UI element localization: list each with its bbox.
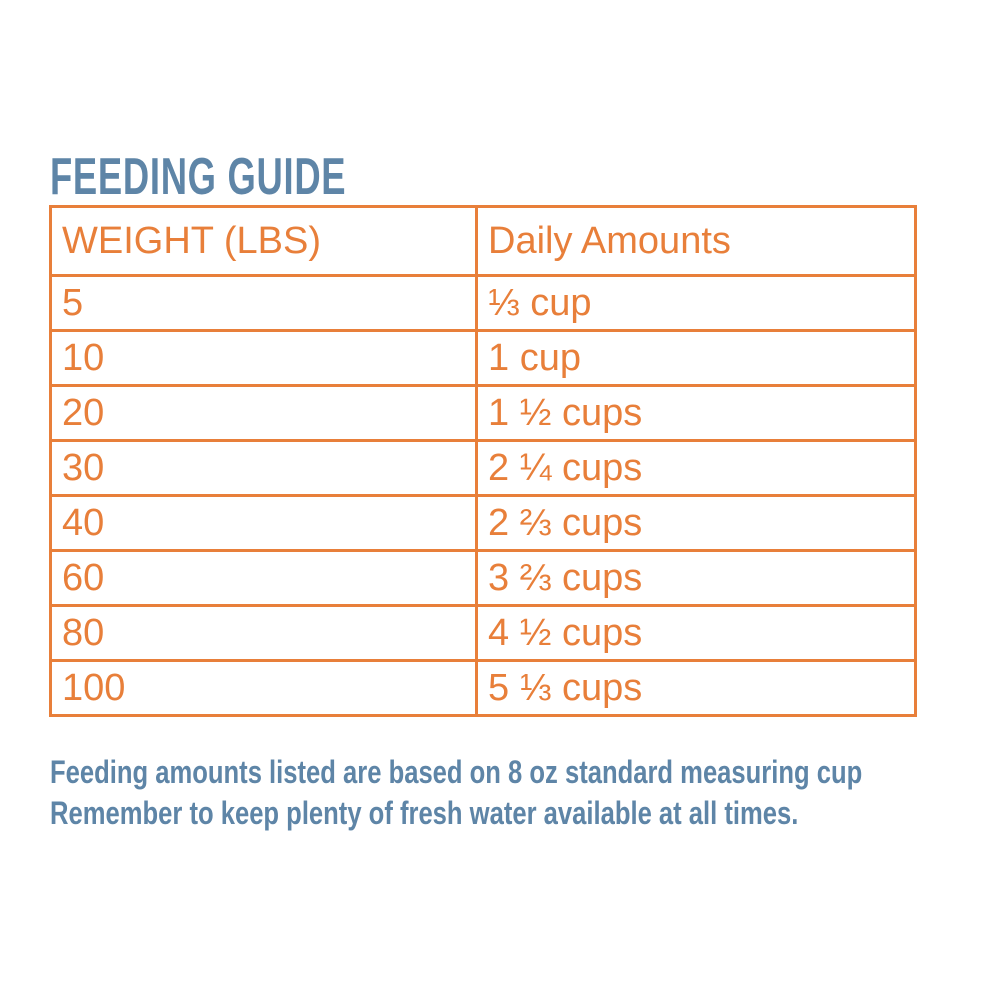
amount-cell: 5 ⅓ cups (478, 659, 914, 714)
amount-cell: 4 ½ cups (478, 604, 914, 659)
page-title: FEEDING GUIDE (50, 151, 473, 203)
note-line-1: Feeding amounts listed are based on 8 oz… (50, 754, 863, 790)
note-line-2: Remember to keep plenty of fresh water a… (50, 795, 799, 831)
weight-column-header: WEIGHT (LBS) (52, 208, 478, 274)
page-title-text: FEEDING GUIDE (50, 147, 347, 206)
weight-cell: 20 (52, 384, 478, 439)
feeding-guide-table: WEIGHT (LBS) Daily Amounts 5 ⅓ cup 10 1 … (49, 205, 917, 717)
weight-cell: 40 (52, 494, 478, 549)
weight-cell: 80 (52, 604, 478, 659)
amount-cell: 2 ⅔ cups (478, 494, 914, 549)
amount-cell: 1 ½ cups (478, 384, 914, 439)
amount-cell: 3 ⅔ cups (478, 549, 914, 604)
feeding-notes: Feeding amounts listed are based on 8 oz… (50, 752, 1000, 834)
weight-cell: 10 (52, 329, 478, 384)
weight-cell: 60 (52, 549, 478, 604)
weight-cell: 30 (52, 439, 478, 494)
weight-cell: 5 (52, 274, 478, 329)
amount-cell: 2 ¼ cups (478, 439, 914, 494)
weight-cell: 100 (52, 659, 478, 714)
amount-cell: ⅓ cup (478, 274, 914, 329)
amount-cell: 1 cup (478, 329, 914, 384)
daily-amounts-column-header: Daily Amounts (478, 208, 914, 274)
